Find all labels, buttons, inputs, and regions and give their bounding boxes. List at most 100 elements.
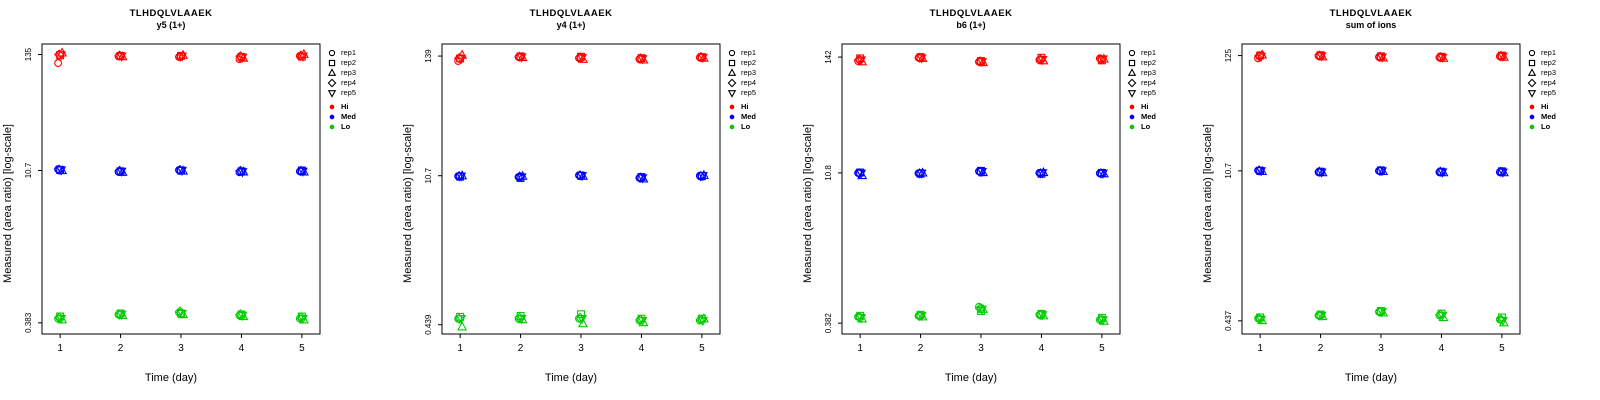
legend-item-hi: Hi	[726, 102, 800, 112]
data-point	[1374, 51, 1386, 62]
plot-box	[41, 43, 321, 335]
legend-label: rep1	[741, 48, 757, 57]
y-axis-label: Measured (area ratio) [log-scale]	[800, 34, 816, 372]
axis-tick-label: 135	[24, 47, 33, 61]
axis-tick-label: 3	[578, 343, 584, 354]
axis-tick-label: 5	[1499, 343, 1505, 354]
data-point	[856, 169, 867, 179]
rep-symbol-icon	[1527, 78, 1537, 88]
level-symbol-icon	[1529, 114, 1535, 120]
data-point	[1498, 51, 1509, 61]
data-point	[698, 52, 709, 62]
data-point	[54, 59, 63, 68]
chart-panel-sum: TLHDQLVLAAEK sum of ions Measured (area …	[1200, 0, 1600, 400]
legend-label: Lo	[341, 122, 351, 131]
data-point	[174, 51, 186, 62]
legend-item-rep5: rep5	[1126, 88, 1200, 98]
legend-label: Med	[1541, 112, 1556, 121]
legend-label: rep2	[341, 58, 357, 67]
data-point	[116, 52, 127, 62]
axis-tick-label: 1	[57, 343, 63, 354]
data-point	[1257, 314, 1268, 325]
legend-item-rep3: rep3	[726, 68, 800, 78]
rep-symbol-icon	[728, 59, 736, 67]
legend-item-lo: Lo	[726, 122, 800, 132]
rep-symbol-icon	[1528, 49, 1536, 57]
legend-item-rep5: rep5	[326, 88, 400, 98]
rep-symbol-icon	[1127, 78, 1137, 88]
chart-title: TLHDQLVLAAEK	[529, 8, 613, 19]
data-point	[1438, 52, 1449, 62]
legend-label: rep3	[341, 68, 357, 77]
legend-label: rep4	[341, 78, 357, 87]
data-point	[976, 168, 988, 178]
legend-item-rep2: rep2	[326, 58, 400, 68]
rep-symbol-icon	[1128, 59, 1136, 67]
data-point	[235, 51, 246, 62]
data-point	[1377, 52, 1389, 62]
data-point	[914, 168, 925, 179]
axis-tick-label: 142	[824, 50, 833, 64]
data-point	[1317, 51, 1328, 61]
data-point	[53, 312, 65, 323]
axis-tick-label: 10.8	[824, 165, 833, 181]
axis-tick-label: 10.7	[24, 162, 33, 178]
legend-label: rep2	[1141, 58, 1157, 67]
data-point	[297, 52, 308, 62]
axis-tick-label: 5	[1099, 343, 1105, 354]
data-point	[456, 55, 467, 65]
legend-item-med: Med	[326, 112, 400, 122]
axis-tick-label: 4	[639, 343, 645, 354]
legend-item-rep2: rep2	[1526, 58, 1600, 68]
data-point	[853, 54, 865, 65]
data-point	[1495, 314, 1507, 325]
data-point	[1038, 55, 1049, 65]
legend-label: rep1	[341, 48, 357, 57]
data-point	[1037, 311, 1048, 321]
data-point	[453, 52, 465, 64]
data-point	[1098, 315, 1109, 325]
legend-item-rep4: rep4	[326, 78, 400, 88]
data-point	[637, 316, 648, 327]
y-axis-label-text: Measured (area ratio) [log-scale]	[1202, 123, 1214, 283]
data-point	[1097, 55, 1108, 65]
data-point	[295, 50, 307, 61]
data-point	[977, 56, 989, 67]
data-point	[456, 315, 467, 325]
data-point	[977, 166, 989, 177]
data-point	[576, 54, 588, 64]
data-point	[238, 52, 249, 62]
data-point	[638, 54, 649, 64]
axis-tick-label: 2	[518, 343, 524, 354]
data-point	[916, 312, 927, 322]
rep-symbol-icon	[328, 59, 336, 67]
axis-tick-label: 5	[299, 343, 305, 354]
data-point	[1377, 307, 1389, 317]
data-point	[114, 50, 125, 61]
legend: rep1 rep2 rep3 rep4 rep5 Hi Med Lo	[1526, 34, 1600, 372]
data-point	[297, 314, 308, 325]
data-point	[1374, 165, 1386, 177]
data-point	[576, 315, 588, 325]
rep-symbol-icon	[327, 68, 337, 76]
scatter-plot: 0.437 10.7 125 1 2 3 4 5	[1224, 43, 1521, 354]
data-point	[1437, 311, 1448, 322]
data-point	[697, 172, 708, 182]
legend: rep1 rep2 rep3 rep4 rep5 Hi Med Lo	[1126, 34, 1200, 372]
legend-item-rep4: rep4	[1526, 78, 1600, 88]
data-point	[1435, 309, 1446, 320]
data-point	[914, 310, 925, 321]
data-point	[853, 311, 865, 322]
data-point	[695, 314, 707, 325]
axis-tick-label: 0.437	[1224, 310, 1233, 331]
legend-label: rep5	[741, 88, 757, 97]
legend-item-rep3: rep3	[1526, 68, 1600, 78]
data-point	[1376, 308, 1388, 318]
data-point	[856, 314, 867, 324]
rep-symbol-icon	[327, 78, 337, 88]
legend-item-rep1: rep1	[1126, 48, 1200, 58]
legend-label: Hi	[341, 102, 349, 111]
data-point	[1314, 166, 1325, 177]
axis-tick-label: 4	[239, 343, 245, 354]
